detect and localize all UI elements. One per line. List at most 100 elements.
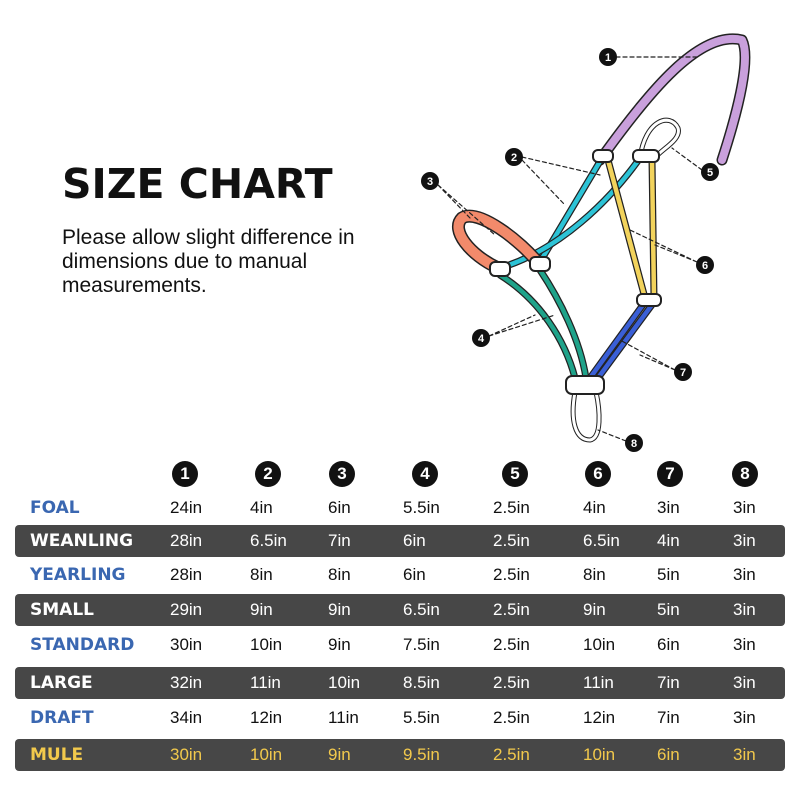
size-label: FOAL xyxy=(30,498,80,518)
callout-lines xyxy=(437,56,703,442)
callout-8: 8 xyxy=(625,434,643,452)
cell-8: 3in xyxy=(733,635,756,654)
page-title: SIZE CHART xyxy=(62,160,333,208)
chin-green xyxy=(496,266,590,382)
callout-5: 5 xyxy=(701,163,719,181)
cell-1: 30in xyxy=(170,745,203,764)
callout-2: 2 xyxy=(505,148,523,166)
callout-4: 4 xyxy=(472,329,490,347)
cell-2: 6.5in xyxy=(250,531,287,550)
cell-4: 6in xyxy=(403,531,426,550)
svg-text:2: 2 xyxy=(511,152,517,164)
cell-3: 10in xyxy=(328,673,361,692)
callout-3: 3 xyxy=(421,172,439,190)
cell-2: 8in xyxy=(250,565,273,584)
cell-5: 2.5in xyxy=(493,498,530,517)
cell-7: 6in xyxy=(657,745,680,764)
cell-3: 8in xyxy=(328,565,351,584)
cell-1: 24in xyxy=(170,498,203,517)
crown-strap xyxy=(594,33,751,166)
cell-5: 2.5in xyxy=(493,531,530,550)
table-row-yearling: YEARLING 28in 8in 8in 6in 2.5in 8in 5in 3in xyxy=(15,559,785,591)
measurement-note: Please allow slight difference in dimens… xyxy=(62,226,355,297)
cell-6: 12in xyxy=(583,708,616,727)
column-header-7: 7 xyxy=(657,461,683,487)
table-row-mule: MULE 30in 10in 9in 9.5in 2.5in 10in 6in 3in xyxy=(15,739,785,771)
svg-text:7: 7 xyxy=(680,367,686,379)
cell-1: 30in xyxy=(170,635,203,654)
column-header-2: 2 xyxy=(255,461,281,487)
cell-8: 3in xyxy=(733,498,756,517)
cell-3: 9in xyxy=(328,600,351,619)
cell-6: 8in xyxy=(583,565,606,584)
cell-7: 7in xyxy=(657,708,680,727)
cell-2: 12in xyxy=(250,708,283,727)
callout-6: 6 xyxy=(696,256,714,274)
cell-2: 4in xyxy=(250,498,273,517)
column-header-3: 3 xyxy=(329,461,355,487)
cell-1: 29in xyxy=(170,600,203,619)
cell-4: 7.5in xyxy=(403,635,440,654)
cell-6: 11in xyxy=(583,673,614,692)
size-label: DRAFT xyxy=(30,708,94,728)
table-row-foal: FOAL 24in 4in 6in 5.5in 2.5in 4in 3in 3in xyxy=(15,492,785,524)
cell-1: 32in xyxy=(170,673,203,692)
cell-8: 3in xyxy=(733,708,756,727)
cell-1: 28in xyxy=(170,565,203,584)
cell-2: 10in xyxy=(250,635,283,654)
column-header-6: 6 xyxy=(585,461,611,487)
cell-4: 9.5in xyxy=(403,745,440,764)
cell-5: 2.5in xyxy=(493,600,530,619)
cell-7: 4in xyxy=(657,531,680,550)
cell-2: 11in xyxy=(250,673,281,692)
cell-5: 2.5in xyxy=(493,708,530,727)
table-row-large: LARGE 32in 11in 10in 8.5in 2.5in 11in 7in 3in xyxy=(15,667,785,699)
cell-7: 7in xyxy=(657,673,680,692)
cell-5: 2.5in xyxy=(493,565,530,584)
svg-text:5: 5 xyxy=(707,167,713,179)
size-label: WEANLING xyxy=(30,531,134,551)
cell-4: 5.5in xyxy=(403,498,440,517)
cell-4: 8.5in xyxy=(403,673,440,692)
knots xyxy=(489,149,662,395)
svg-text:6: 6 xyxy=(702,260,708,272)
table-row-standard: STANDARD 30in 10in 9in 7.5in 2.5in 10in 6in 3in xyxy=(15,629,785,661)
cell-4: 6in xyxy=(403,565,426,584)
cheek-yellow xyxy=(604,156,658,302)
table-row-draft: DRAFT 34in 12in 11in 5.5in 2.5in 12in 7in 3in xyxy=(15,702,785,734)
svg-text:8: 8 xyxy=(631,438,637,450)
table-row-weanling: WEANLING 28in 6.5in 7in 6in 2.5in 6.5in 4in 3in xyxy=(15,525,785,557)
cell-5: 2.5in xyxy=(493,745,530,764)
column-header-1: 1 xyxy=(172,461,198,487)
cell-7: 5in xyxy=(657,565,680,584)
cell-3: 9in xyxy=(328,745,351,764)
chin-blue xyxy=(586,298,658,382)
cell-3: 11in xyxy=(328,708,359,727)
svg-text:4: 4 xyxy=(478,333,485,345)
cell-5: 2.5in xyxy=(493,635,530,654)
cell-2: 10in xyxy=(250,745,283,764)
table-row-small: SMALL 29in 9in 9in 6.5in 2.5in 9in 5in 3in xyxy=(15,594,785,626)
cell-7: 6in xyxy=(657,635,680,654)
size-label: MULE xyxy=(30,745,84,765)
cell-8: 3in xyxy=(733,531,756,550)
cell-8: 3in xyxy=(733,745,756,764)
cell-5: 2.5in xyxy=(493,673,530,692)
cell-7: 5in xyxy=(657,600,680,619)
cheek-cyan xyxy=(496,154,644,272)
cell-8: 3in xyxy=(733,673,756,692)
callout-7: 7 xyxy=(674,363,692,381)
column-header-5: 5 xyxy=(502,461,528,487)
noseband xyxy=(452,209,547,275)
cell-7: 3in xyxy=(657,498,680,517)
cell-4: 5.5in xyxy=(403,708,440,727)
cell-6: 10in xyxy=(583,745,616,764)
cell-3: 9in xyxy=(328,635,351,654)
cell-3: 6in xyxy=(328,498,351,517)
column-header-4: 4 xyxy=(412,461,438,487)
cell-4: 6.5in xyxy=(403,600,440,619)
cell-2: 9in xyxy=(250,600,273,619)
cell-1: 28in xyxy=(170,531,203,550)
size-label: YEARLING xyxy=(30,565,126,585)
halter-diagram: 1 2 3 4 5 6 7 8 xyxy=(421,33,751,452)
